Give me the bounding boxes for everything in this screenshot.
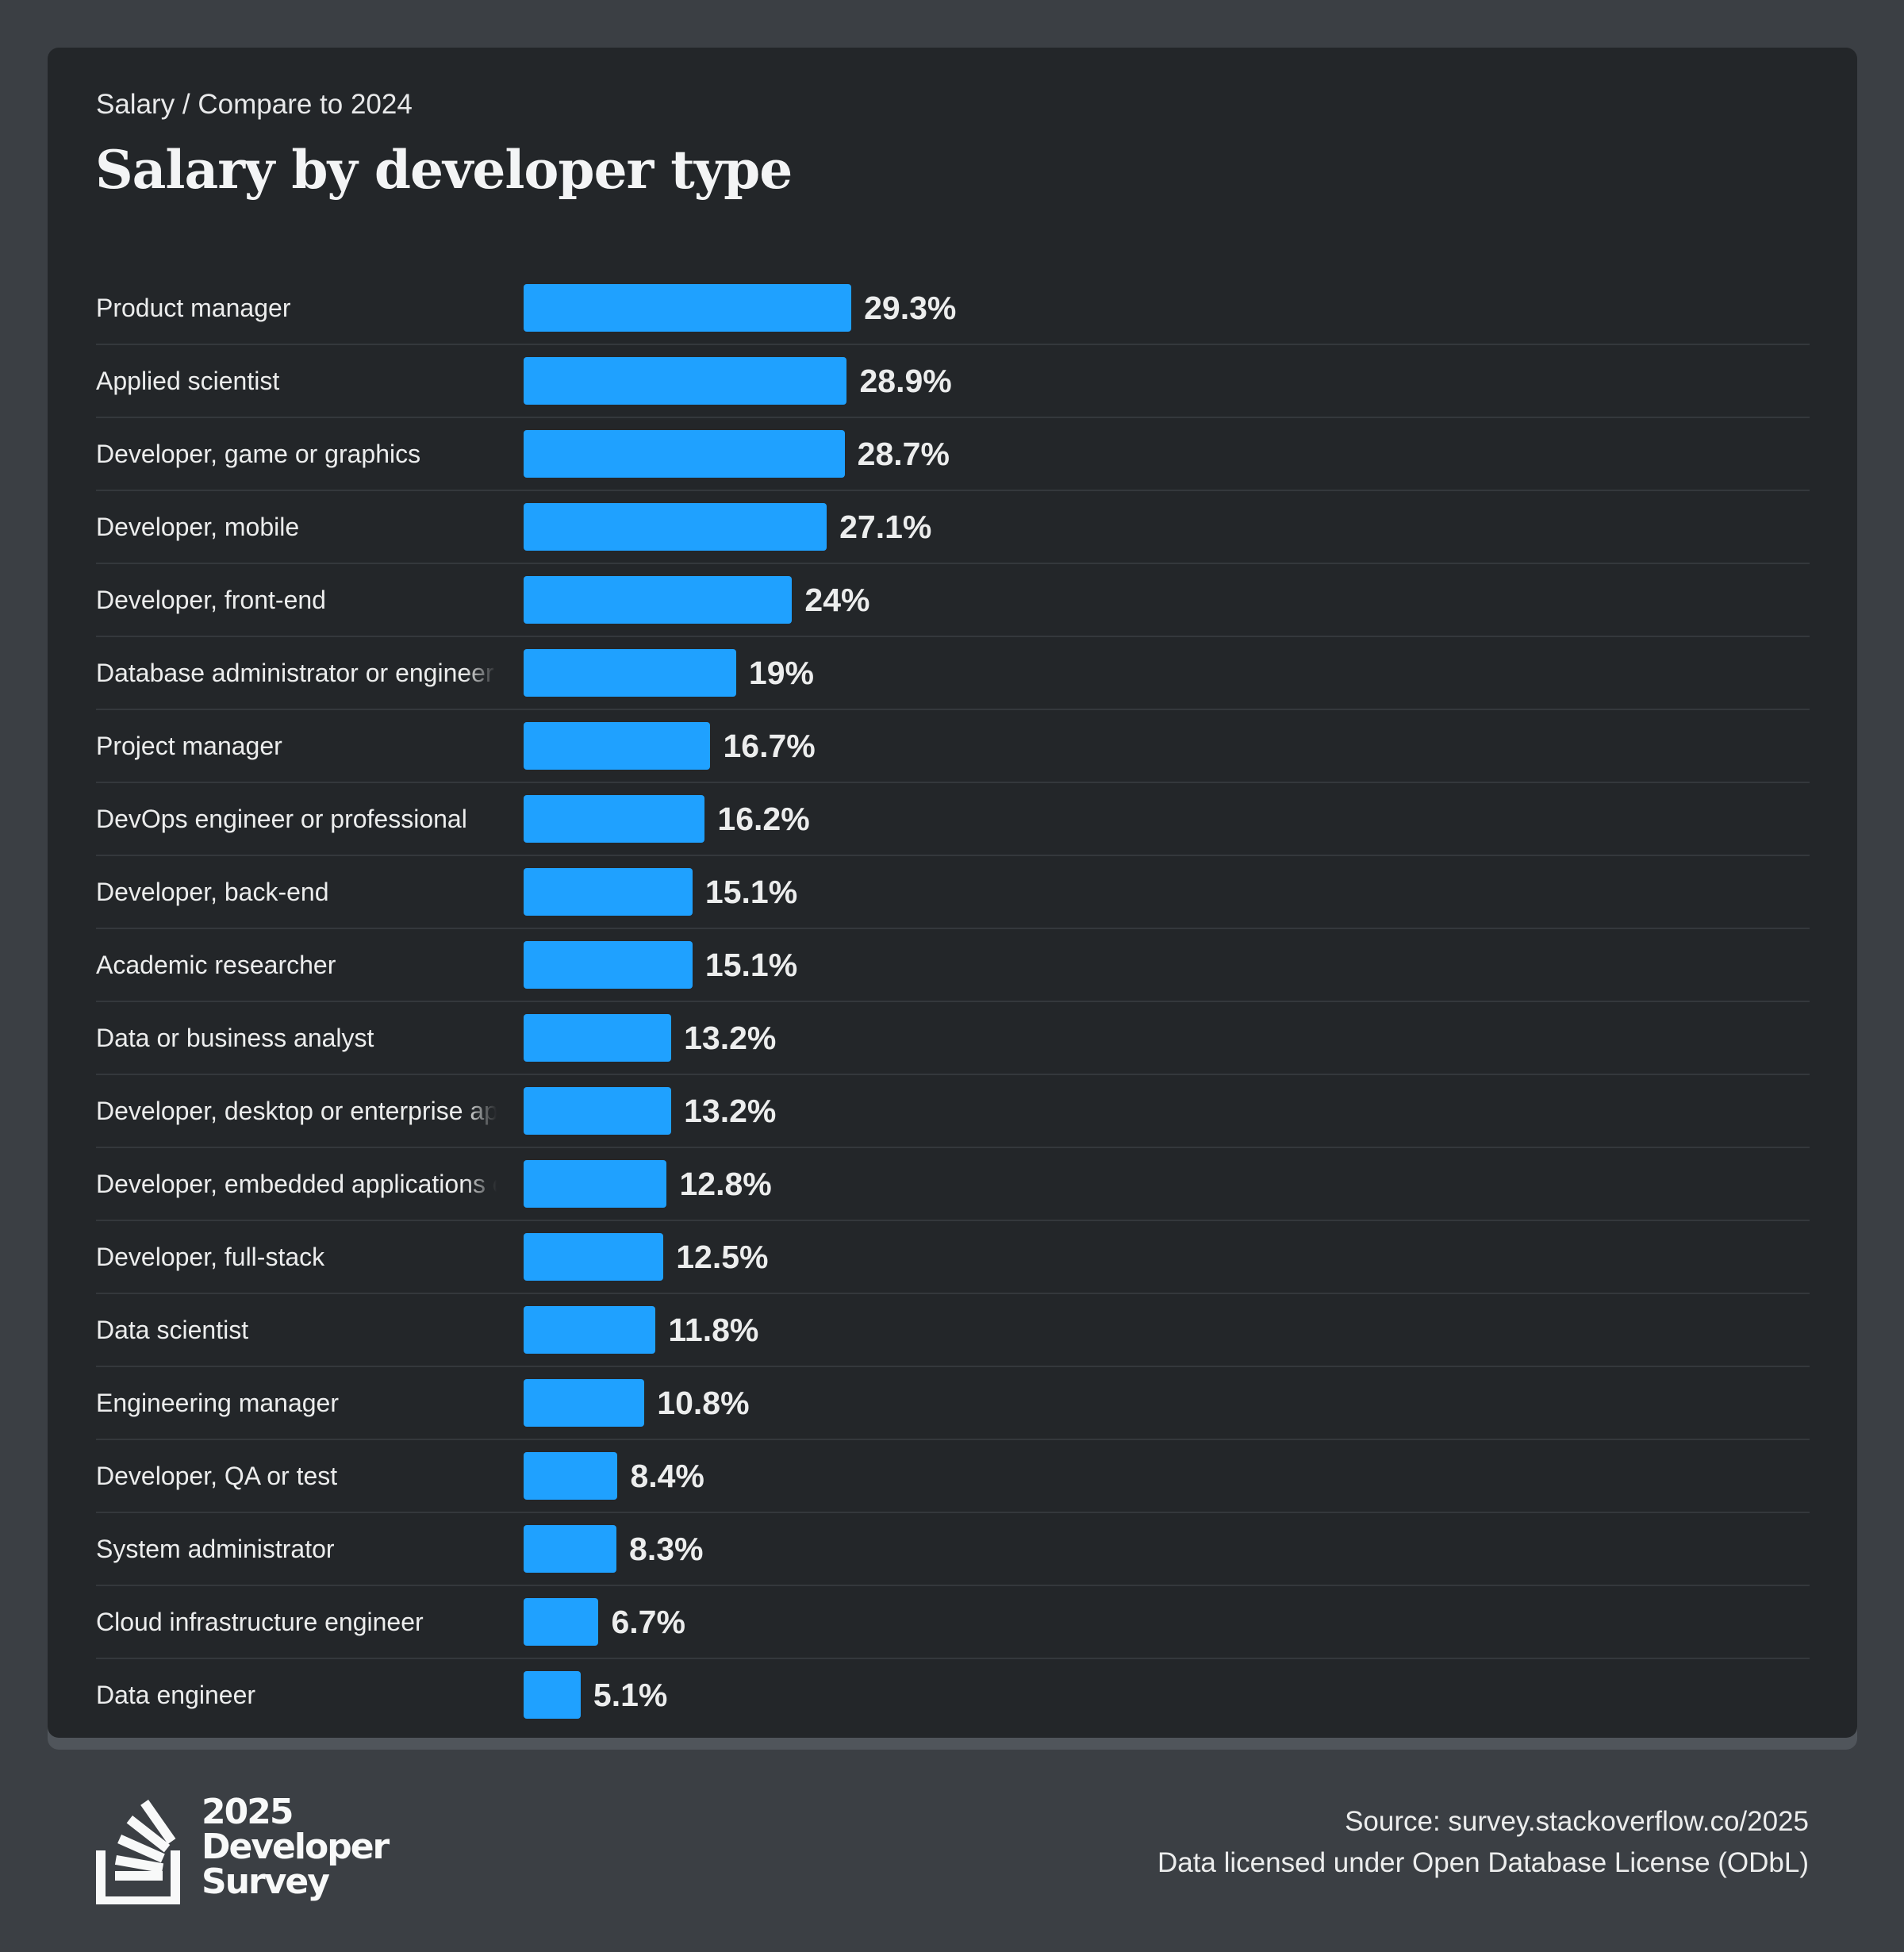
- category-label: Applied scientist: [96, 367, 280, 395]
- value-label: 13.2%: [684, 1093, 777, 1129]
- category-label: Developer, desktop or enterprise applica…: [96, 1097, 497, 1125]
- bar[interactable]: [524, 795, 705, 843]
- category-label: Developer, QA or test: [96, 1462, 338, 1490]
- value-label: 29.3%: [864, 290, 957, 326]
- value-label: 16.2%: [717, 801, 810, 837]
- bar-row: Developer, full-stack 12.5%: [96, 1221, 1810, 1294]
- category-label: Developer, game or graphics: [96, 440, 421, 468]
- bar[interactable]: [524, 722, 711, 770]
- category-label: DevOps engineer or professional: [96, 805, 467, 833]
- value-label: 5.1%: [593, 1677, 668, 1713]
- value-label: 6.7%: [611, 1604, 685, 1640]
- category-label: Product manager: [96, 294, 291, 322]
- bar-row: Data or business analyst 13.2%: [96, 1002, 1810, 1075]
- value-label: 13.2%: [684, 1020, 777, 1056]
- value-label: 12.8%: [679, 1166, 772, 1202]
- bar[interactable]: [524, 576, 793, 624]
- bar[interactable]: [524, 1379, 645, 1427]
- value-label: 27.1%: [839, 509, 932, 545]
- category-label: Cloud infrastructure engineer: [96, 1608, 424, 1636]
- breadcrumb[interactable]: Salary / Compare to 2024: [96, 89, 413, 120]
- bar[interactable]: [524, 868, 693, 916]
- bar[interactable]: [524, 1452, 618, 1500]
- bar-row: Project manager 16.7%: [96, 710, 1810, 783]
- value-label: 8.4%: [630, 1458, 704, 1494]
- bar[interactable]: [524, 284, 852, 332]
- value-label: 28.9%: [859, 363, 952, 399]
- value-label: 19%: [748, 655, 814, 691]
- bar-row: Data engineer 5.1%: [96, 1659, 1810, 1731]
- bar[interactable]: [524, 503, 827, 551]
- bar-row: Developer, desktop or enterprise applica…: [96, 1075, 1810, 1148]
- bar[interactable]: [524, 1306, 656, 1354]
- stack-overflow-logo-icon: 2025 Developer Survey: [96, 1792, 392, 1906]
- bar-row: Academic researcher 15.1%: [96, 929, 1810, 1002]
- license-text: Data licensed under Open Database Licens…: [1157, 1847, 1809, 1878]
- bar-row: Developer, QA or test 8.4%: [96, 1440, 1810, 1513]
- bar-row: Developer, game or graphics 28.7%: [96, 418, 1810, 491]
- value-label: 11.8%: [668, 1312, 759, 1348]
- bar-row: System administrator 8.3%: [96, 1513, 1810, 1586]
- bar-row: Cloud infrastructure engineer 6.7%: [96, 1586, 1810, 1659]
- category-label: Database administrator or engineer: [96, 659, 494, 687]
- bar[interactable]: [524, 1160, 667, 1208]
- page-title: Salary by developer type: [95, 139, 793, 201]
- svg-text:Survey: Survey: [202, 1862, 329, 1902]
- category-label: Engineering manager: [96, 1389, 339, 1417]
- bar[interactable]: [524, 1671, 581, 1719]
- category-label: Academic researcher: [96, 951, 336, 979]
- value-label: 15.1%: [704, 874, 798, 910]
- bar[interactable]: [524, 1014, 672, 1062]
- svg-text:2025: 2025: [202, 1792, 292, 1832]
- value-label: 28.7%: [857, 436, 950, 472]
- category-label: Developer, full-stack: [96, 1243, 325, 1271]
- bar-row: Developer, embedded applications or devi…: [96, 1148, 1810, 1221]
- bar-row: Product manager 29.3%: [96, 272, 1810, 345]
- bar-row: Database administrator or engineer 19%: [96, 637, 1810, 710]
- source-info: Source: survey.stackoverflow.co/2025 Dat…: [1157, 1801, 1809, 1884]
- bar[interactable]: [524, 1087, 672, 1135]
- category-label: Developer, embedded applications or devi…: [96, 1170, 497, 1198]
- category-label: Developer, mobile: [96, 513, 300, 541]
- value-label: 24%: [804, 582, 870, 618]
- bar-row: Applied scientist 28.9%: [96, 345, 1810, 418]
- value-label: 10.8%: [657, 1385, 750, 1421]
- value-label: 8.3%: [629, 1531, 704, 1567]
- bar[interactable]: [524, 1233, 664, 1281]
- bar[interactable]: [524, 430, 845, 478]
- bar-row: Engineering manager 10.8%: [96, 1367, 1810, 1440]
- survey-logo: 2025 Developer Survey: [96, 1785, 397, 1908]
- value-label: 16.7%: [723, 728, 816, 764]
- category-label: Developer, back-end: [96, 878, 329, 906]
- category-label: Project manager: [96, 732, 282, 760]
- category-label: Data engineer: [96, 1681, 256, 1709]
- bar[interactable]: [524, 941, 693, 989]
- category-label: Data scientist: [96, 1316, 249, 1344]
- bar-row: Developer, front-end 24%: [96, 564, 1810, 637]
- bar[interactable]: [524, 1598, 599, 1646]
- svg-text:Developer: Developer: [202, 1827, 390, 1867]
- bar[interactable]: [524, 357, 847, 405]
- bar[interactable]: [524, 649, 736, 697]
- bar[interactable]: [524, 1525, 617, 1573]
- category-label: System administrator: [96, 1535, 335, 1563]
- bar-row: Developer, back-end 15.1%: [96, 856, 1810, 929]
- chart-card: Salary / Compare to 2024 Salary by devel…: [48, 48, 1857, 1738]
- bar-chart: Product manager 29.3% Applied scientist 28.…: [96, 272, 1810, 1731]
- source-link[interactable]: Source: survey.stackoverflow.co/2025: [1345, 1806, 1809, 1837]
- category-label: Developer, front-end: [96, 586, 326, 614]
- category-label: Data or business analyst: [96, 1024, 374, 1052]
- bar-row: Data scientist 11.8%: [96, 1294, 1810, 1367]
- value-label: 15.1%: [704, 947, 798, 983]
- bar-row: Developer, mobile 27.1%: [96, 491, 1810, 564]
- value-label: 12.5%: [676, 1239, 769, 1275]
- bar-row: DevOps engineer or professional 16.2%: [96, 783, 1810, 856]
